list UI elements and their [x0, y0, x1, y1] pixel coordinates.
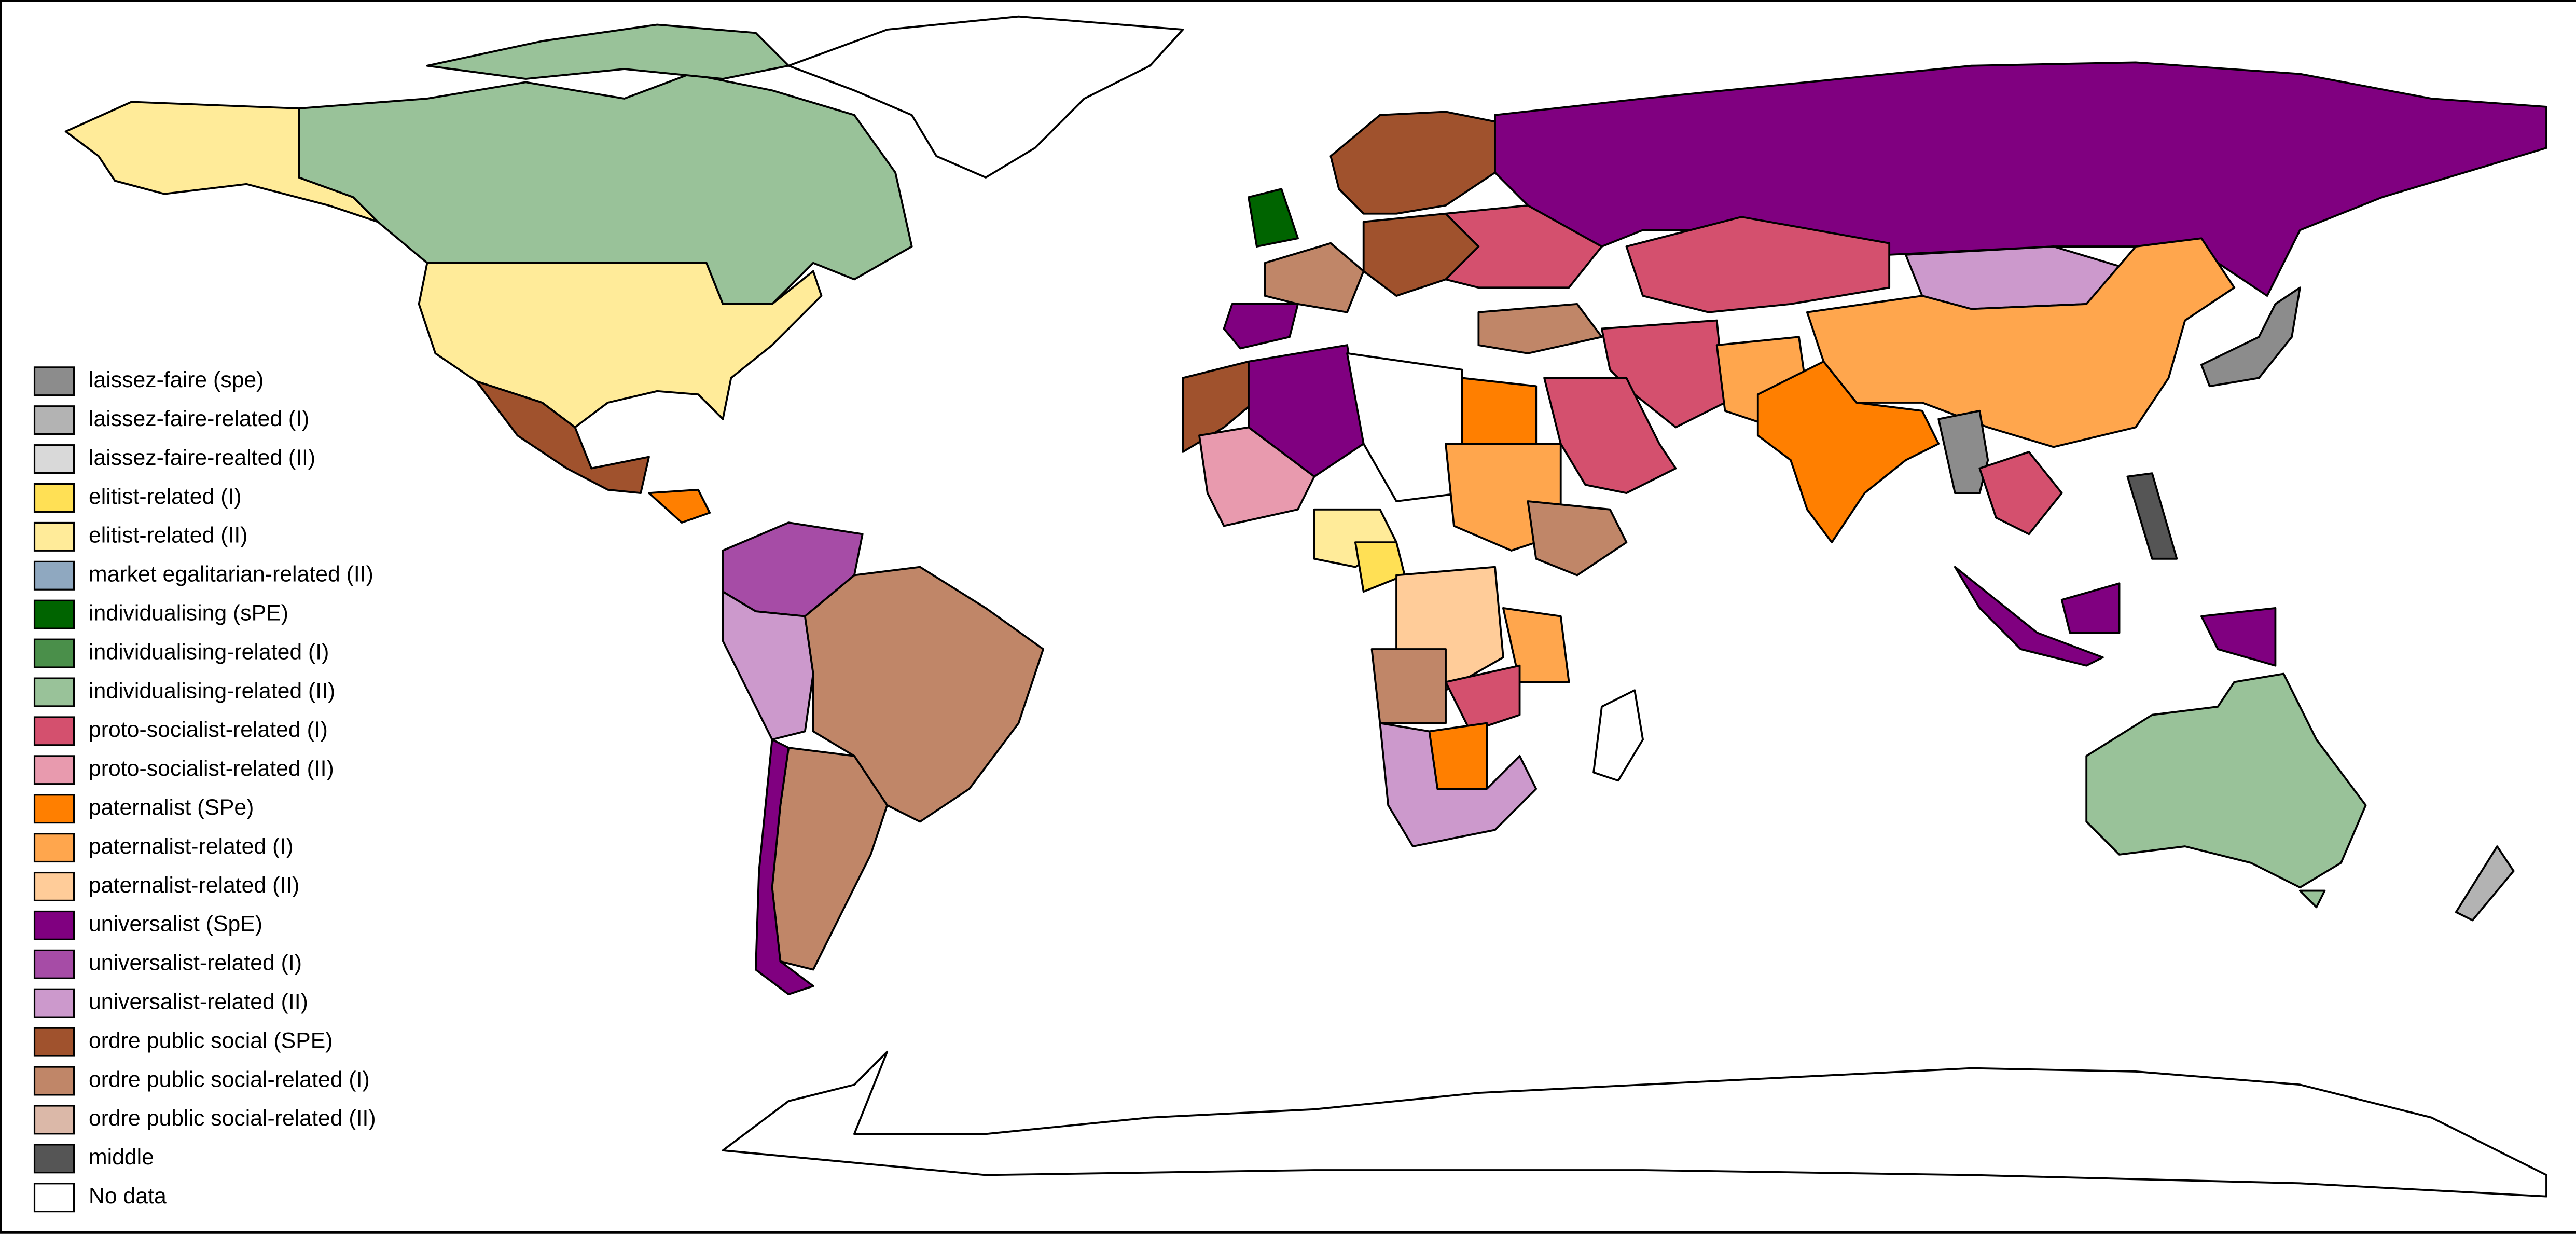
legend-label: individualising-related (II): [89, 678, 335, 703]
country: [648, 488, 711, 524]
legend-swatch: [33, 1027, 75, 1057]
country: [1198, 426, 1315, 527]
country: [1445, 664, 1521, 733]
country: [1625, 216, 1891, 313]
country: [1346, 352, 1463, 502]
legend-label: ordre public social-related (II): [89, 1106, 376, 1131]
country: [1248, 344, 1365, 478]
legend-swatch: [33, 871, 75, 901]
legend-swatch: [33, 794, 75, 824]
country: [475, 380, 650, 495]
legend-label: market egalitarian-related (II): [89, 562, 373, 587]
legend-swatch: [33, 1183, 75, 1213]
country: [1978, 451, 2063, 536]
legend-swatch: [33, 716, 75, 746]
legend-label: elitist-related (I): [89, 484, 242, 509]
country: [1954, 566, 2104, 667]
legend-swatch: [33, 755, 75, 785]
country: [1264, 242, 1365, 313]
legend-swatch: [33, 1105, 75, 1135]
legend-swatch: [33, 483, 75, 513]
country: [426, 23, 790, 80]
legend-swatch: [33, 405, 75, 435]
legend-swatch: [33, 1066, 75, 1096]
country: [804, 566, 1045, 823]
country: [64, 101, 379, 223]
country: [1370, 648, 1447, 724]
legend-label: laissez-faire-realted (II): [89, 445, 315, 470]
legend-label: elitist-related (II): [89, 523, 247, 548]
legend-label: middle: [89, 1145, 154, 1170]
country: [722, 591, 814, 741]
legend-label: individualising (sPE): [89, 600, 288, 625]
legend-label: paternalist (SPe): [89, 795, 254, 820]
legend-label: No data: [89, 1184, 167, 1209]
legend-swatch: [33, 677, 75, 707]
legend: laissez-faire (spe) laissez-faire-related…: [33, 366, 376, 1213]
legend-label: individualising-related (I): [89, 639, 329, 664]
legend-label: universalist-related (II): [89, 989, 308, 1014]
country: [771, 747, 889, 971]
country: [1477, 303, 1603, 354]
country: [2200, 607, 2277, 667]
country: [418, 262, 823, 429]
country: [722, 1051, 2547, 1198]
country: [1329, 111, 1504, 215]
legend-swatch: [33, 560, 75, 591]
country: [1248, 188, 1299, 248]
legend-label: universalist (SpE): [89, 912, 262, 937]
country: [2085, 672, 2367, 889]
countries: [64, 15, 2547, 1198]
country: [1502, 607, 1570, 683]
country: [2200, 286, 2301, 388]
legend-label: paternalist-related (II): [89, 873, 299, 898]
country: [754, 738, 814, 995]
legend-swatch: [33, 521, 75, 552]
legend-label: proto-socialist-related (II): [89, 756, 334, 781]
legend-label: paternalist-related (I): [89, 834, 293, 859]
legend-swatch: [33, 949, 75, 979]
legend-swatch: [33, 1144, 75, 1174]
country: [1756, 360, 1940, 544]
country: [1461, 377, 1538, 445]
legend-label: ordre public social (SPE): [89, 1028, 333, 1053]
legend-swatch: [33, 638, 75, 668]
legend-swatch: [33, 599, 75, 629]
country: [1601, 319, 1726, 429]
legend-swatch: [33, 444, 75, 474]
legend-label: universalist-related (I): [89, 951, 302, 976]
country: [2126, 472, 2178, 560]
legend-label: proto-socialist-related (I): [89, 717, 328, 742]
country: [2299, 889, 2326, 909]
country: [2455, 845, 2515, 922]
country: [1494, 61, 2547, 297]
legend-swatch: [33, 988, 75, 1018]
legend-swatch: [33, 366, 75, 396]
country: [1543, 377, 1677, 495]
legend-swatch: [33, 833, 75, 863]
country: [1937, 409, 1989, 495]
legend-label: ordre public social-related (I): [89, 1067, 370, 1092]
country: [1592, 689, 1644, 782]
country: [1379, 722, 1538, 847]
legend-swatch: [33, 910, 75, 940]
country: [1428, 722, 1488, 790]
country: [1223, 303, 1299, 350]
legend-label: laissez-faire (spe): [89, 367, 264, 392]
country: [1527, 500, 1628, 577]
country: [2060, 582, 2121, 634]
country: [298, 73, 913, 305]
country: [1806, 237, 2236, 448]
country: [787, 15, 1184, 179]
legend-label: laissez-faire-related (I): [89, 406, 309, 431]
